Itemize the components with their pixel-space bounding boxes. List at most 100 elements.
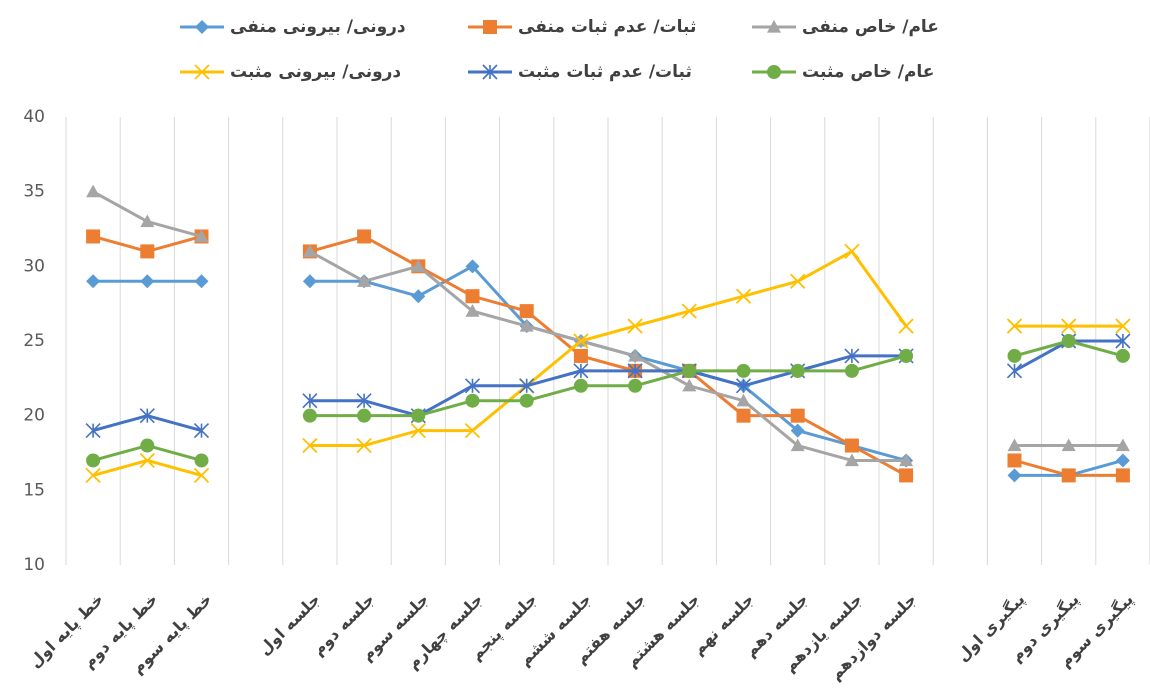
marker bbox=[464, 422, 481, 439]
marker bbox=[1007, 348, 1022, 363]
marker bbox=[302, 244, 317, 257]
marker bbox=[899, 468, 914, 483]
marker bbox=[736, 363, 751, 378]
marker bbox=[194, 274, 209, 289]
y-tick-label: 40 bbox=[23, 107, 45, 127]
marker bbox=[411, 289, 426, 304]
marker bbox=[356, 393, 372, 409]
marker bbox=[194, 64, 210, 80]
y-tick-label: 10 bbox=[23, 555, 45, 575]
marker bbox=[140, 438, 155, 453]
marker bbox=[194, 229, 209, 243]
marker bbox=[465, 393, 480, 408]
marker bbox=[465, 304, 480, 317]
marker bbox=[85, 467, 101, 484]
marker bbox=[1061, 318, 1077, 334]
marker bbox=[519, 393, 534, 408]
marker bbox=[736, 393, 751, 407]
marker bbox=[767, 20, 781, 33]
marker bbox=[1007, 453, 1022, 468]
marker bbox=[1115, 348, 1130, 363]
marker bbox=[302, 393, 318, 409]
marker bbox=[790, 408, 805, 423]
marker bbox=[411, 259, 426, 272]
marker bbox=[1115, 453, 1130, 468]
marker bbox=[1007, 438, 1022, 452]
marker bbox=[357, 274, 372, 287]
marker bbox=[86, 274, 101, 289]
marker bbox=[519, 319, 534, 332]
marker bbox=[85, 423, 101, 439]
marker bbox=[86, 184, 101, 198]
marker bbox=[356, 437, 372, 454]
marker bbox=[140, 214, 155, 228]
y-tick-label: 30 bbox=[23, 256, 45, 276]
marker bbox=[302, 437, 318, 454]
marker bbox=[844, 363, 859, 378]
marker bbox=[844, 348, 860, 364]
marker bbox=[519, 378, 535, 394]
marker bbox=[139, 452, 155, 469]
marker bbox=[1006, 363, 1023, 379]
marker bbox=[482, 64, 498, 80]
marker bbox=[790, 438, 805, 452]
marker bbox=[140, 244, 155, 259]
marker bbox=[1115, 318, 1131, 334]
marker bbox=[1006, 318, 1023, 334]
marker bbox=[1115, 438, 1130, 452]
marker bbox=[573, 378, 588, 393]
marker bbox=[302, 274, 317, 289]
marker bbox=[681, 303, 697, 319]
marker bbox=[899, 348, 914, 363]
legend-label: عام/ خاص منفی bbox=[802, 17, 939, 37]
marker bbox=[767, 65, 781, 79]
marker bbox=[735, 288, 752, 304]
marker bbox=[573, 333, 589, 349]
marker bbox=[573, 363, 589, 379]
marker bbox=[628, 348, 643, 362]
marker bbox=[1115, 333, 1131, 349]
marker bbox=[627, 318, 643, 334]
y-tick-label: 15 bbox=[23, 480, 45, 500]
marker bbox=[682, 363, 697, 378]
marker bbox=[790, 423, 805, 438]
marker bbox=[411, 408, 426, 423]
marker bbox=[86, 229, 101, 244]
legend-label: ثبات/ عدم ثبات مثبت bbox=[518, 62, 692, 82]
marker bbox=[1061, 438, 1076, 452]
marker bbox=[844, 243, 860, 260]
marker bbox=[1061, 468, 1076, 483]
legend-label: عام/ خاص مثبت bbox=[802, 62, 934, 82]
marker bbox=[844, 438, 859, 453]
marker bbox=[195, 20, 209, 34]
y-tick-label: 20 bbox=[23, 406, 45, 426]
marker bbox=[1007, 468, 1022, 483]
marker bbox=[465, 259, 480, 274]
marker bbox=[844, 453, 859, 467]
marker bbox=[627, 363, 643, 379]
marker bbox=[140, 274, 155, 289]
y-tick-label: 25 bbox=[23, 331, 45, 351]
marker bbox=[736, 408, 751, 423]
marker bbox=[357, 229, 372, 244]
marker bbox=[194, 453, 209, 468]
marker bbox=[682, 378, 697, 392]
marker bbox=[790, 363, 805, 378]
legend-label: ثبات/ عدم ثبات منفی bbox=[518, 17, 696, 37]
marker bbox=[410, 422, 426, 439]
marker bbox=[465, 289, 480, 304]
marker bbox=[193, 423, 210, 439]
marker bbox=[1061, 334, 1076, 348]
marker bbox=[573, 348, 588, 363]
marker bbox=[899, 453, 914, 467]
marker bbox=[898, 318, 914, 334]
marker bbox=[735, 378, 752, 394]
marker bbox=[357, 408, 372, 423]
marker bbox=[1115, 468, 1130, 483]
legend-label: درونی/ بیرونی مثبت bbox=[230, 62, 401, 82]
legend-label: درونی/ بیرونی منفی bbox=[230, 17, 406, 37]
marker bbox=[483, 20, 497, 34]
marker bbox=[464, 378, 481, 394]
marker bbox=[86, 453, 101, 468]
